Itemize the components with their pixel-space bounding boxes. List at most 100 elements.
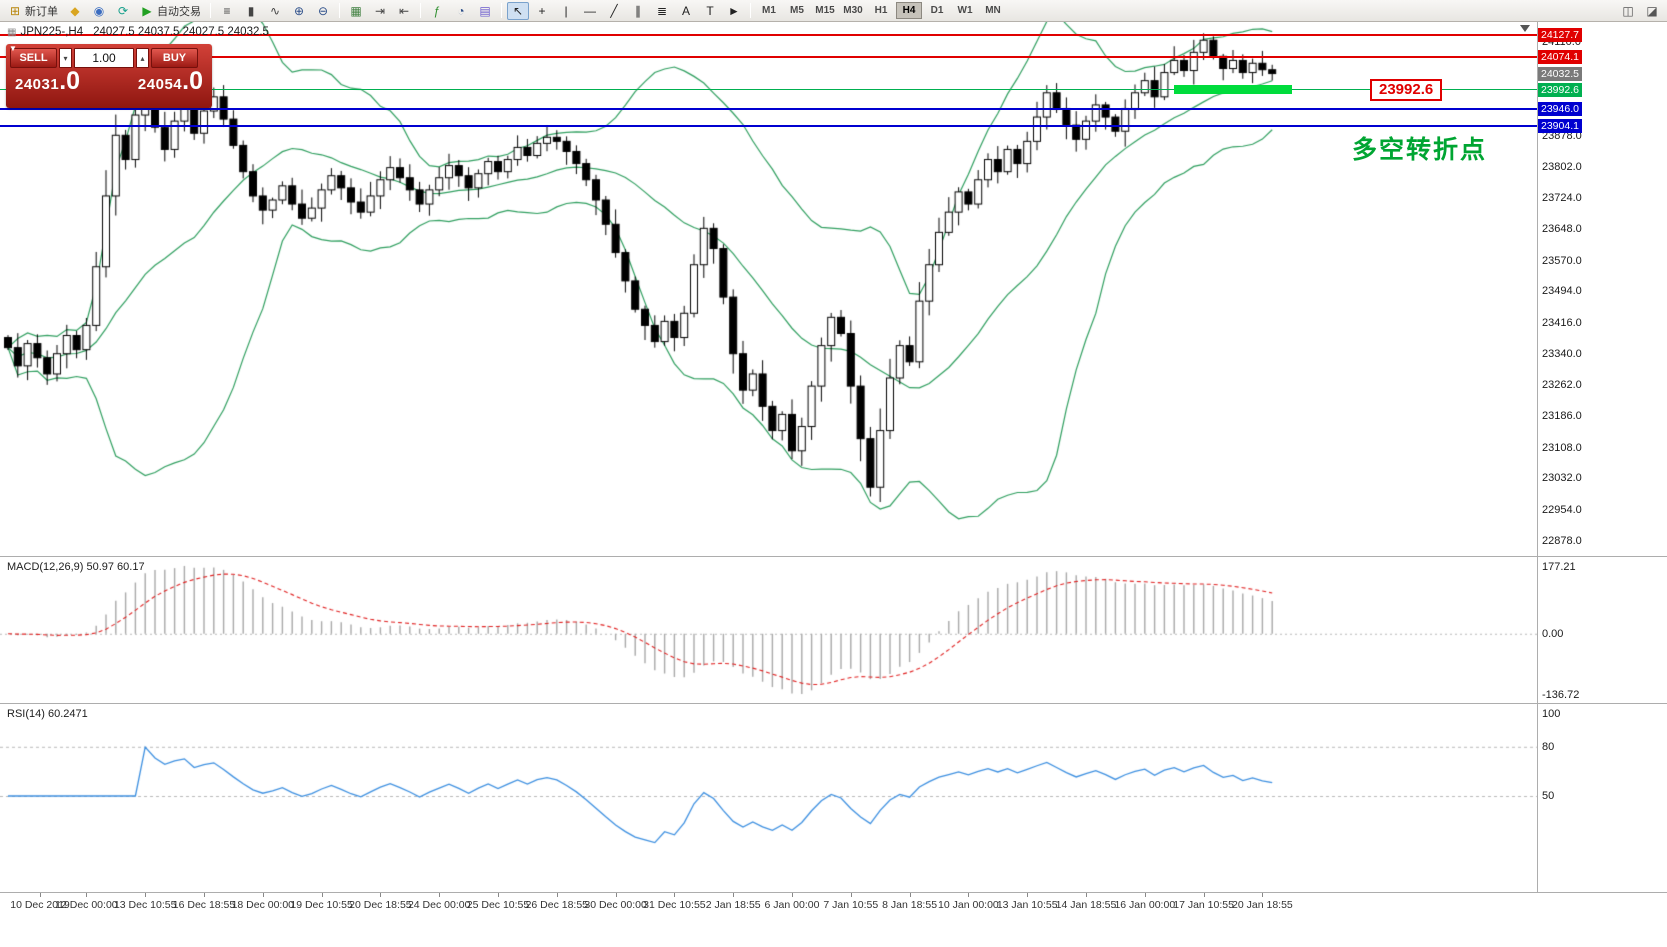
arrow-tools-icon[interactable]: ► <box>723 2 745 20</box>
zoom-in-icon-glyph: ⊕ <box>293 3 305 18</box>
volume-input[interactable] <box>74 48 134 68</box>
timeframe-w1-button[interactable]: W1 <box>957 5 973 16</box>
timeframe-d1-button[interactable]: D1 <box>930 5 944 16</box>
toolbar-separator <box>750 3 751 18</box>
chart-candles-icon-glyph: ▮ <box>247 3 255 18</box>
dock-icon[interactable]: ◫ <box>1617 2 1639 20</box>
pivot-line[interactable] <box>0 89 1537 91</box>
period-icon[interactable]: ◔ <box>450 2 472 20</box>
text-icon[interactable]: A <box>675 2 697 20</box>
chart-candles-icon[interactable]: ▮ <box>240 2 262 20</box>
zoom-out-icon-glyph: ⊖ <box>317 3 329 18</box>
time-axis-label: 20 Jan 18:55 <box>1232 899 1293 911</box>
vertical-line-icon[interactable]: | <box>555 2 577 20</box>
pivot-price-callout[interactable]: 23992.6 <box>1370 79 1443 101</box>
metaquotes-icon[interactable]: ◆ <box>64 2 86 20</box>
layout-icon[interactable]: ◪ <box>1641 2 1663 20</box>
new-order-button-label: 新订单 <box>25 5 58 18</box>
time-axis-label: 19 Dec 10:55 <box>290 899 353 911</box>
time-axis-label: 25 Dec 10:55 <box>466 899 530 911</box>
chart-shift-marker-icon[interactable] <box>1520 25 1530 32</box>
crosshair-icon-glyph: + <box>538 3 546 18</box>
refresh-icon[interactable]: ⟳ <box>112 2 134 20</box>
zoom-out-icon[interactable]: ⊖ <box>312 2 334 20</box>
tile-windows-icon[interactable]: ▦ <box>345 2 367 20</box>
price-axis-tag: 24127.7 <box>1538 28 1582 43</box>
buy-button[interactable]: BUY <box>151 48 198 68</box>
price-axis-tick: 23494.0 <box>1542 285 1582 298</box>
text-label-icon[interactable]: T <box>699 2 721 20</box>
macd-axis-label: 177.21 <box>1542 561 1576 573</box>
price-chart-canvas[interactable] <box>0 22 1537 556</box>
time-axis-label: 18 Dec 00:00 <box>231 899 295 911</box>
auto-scroll-icon[interactable]: ⇥ <box>369 2 391 20</box>
timeframe-m15-button[interactable]: M15 <box>815 5 835 16</box>
new-order-button[interactable]: ⊞ 新订单 <box>4 2 62 20</box>
timeframe-m5-button[interactable]: M5 <box>790 5 804 16</box>
price-axis-tick: 23108.0 <box>1542 441 1582 454</box>
price-axis-tick: 23878.0 <box>1542 130 1582 143</box>
toolbar-separator <box>210 3 211 18</box>
autotrade-button[interactable]: ▶ 自动交易 <box>136 2 205 20</box>
price-axis-tick: 23570.0 <box>1542 254 1582 267</box>
zoom-in-icon[interactable]: ⊕ <box>288 2 310 20</box>
chart-line-icon[interactable]: ∿ <box>264 2 286 20</box>
macd-canvas[interactable] <box>0 557 1537 703</box>
macd-axis-label: -136.72 <box>1542 689 1580 701</box>
trendline-icon-glyph: ╱ <box>610 3 618 18</box>
timeframe-mn-button[interactable]: MN <box>985 5 1001 16</box>
time-axis-tick <box>1086 893 1087 897</box>
autotrade-button-label: 自动交易 <box>157 5 201 18</box>
time-axis-label: 16 Jan 00:00 <box>1114 899 1176 911</box>
cursor-icon[interactable]: ↖ <box>507 1 529 20</box>
profile-icon[interactable]: ◉ <box>88 2 110 20</box>
volume-down-button[interactable]: ▾ <box>59 48 72 68</box>
price-axis-tick: 23724.0 <box>1542 192 1582 205</box>
trendline-icon[interactable]: ╱ <box>603 2 625 20</box>
chart-bars-icon[interactable]: ≡ <box>216 2 238 20</box>
time-axis-tick <box>1203 893 1205 897</box>
resistance-line-1[interactable] <box>0 34 1537 37</box>
time-axis-separator <box>0 892 1667 893</box>
support-line-2[interactable] <box>0 124 1537 127</box>
timeframe-m30-button[interactable]: M30 <box>843 5 863 16</box>
resistance-line-2[interactable] <box>0 55 1537 58</box>
channel-icon[interactable]: ∥ <box>627 2 649 20</box>
templates-icon[interactable]: ▤ <box>474 2 496 20</box>
price-axis-tick: 23262.0 <box>1542 379 1582 392</box>
annotation-text[interactable]: 多空转折点 <box>1352 136 1488 164</box>
horizontal-line-icon-glyph: — <box>584 3 596 18</box>
pivot-highlight-segment[interactable] <box>1174 85 1292 95</box>
macd-panel-separator[interactable] <box>0 556 1667 557</box>
toolbar: ⊞ 新订单 ◆ ◉ ⟳ ▶ 自动交易 ≡ ▮ ∿ ⊕ ⊖ ▦ ⇥ ⇤ ƒ ◔ ▤ ↖ + | — ╱ ∥ ≣ A T ► M1 M5 M15… <box>0 0 1667 22</box>
price-axis-tick: 23648.0 <box>1542 223 1582 236</box>
refresh-icon-glyph: ⟳ <box>117 3 129 18</box>
horizontal-line-icon[interactable]: — <box>579 2 601 20</box>
timeframe-h4-button[interactable]: H4 <box>896 2 922 19</box>
layout-icon-glyph: ◪ <box>1646 3 1658 18</box>
timeframe-m1-button[interactable]: M1 <box>762 5 776 16</box>
indicators-icon[interactable]: ƒ <box>426 2 448 20</box>
time-axis-label: 2 Jan 18:55 <box>705 899 761 911</box>
trade-panel-collapse-icon[interactable]: ▼ <box>9 44 17 53</box>
sell-button[interactable]: SELL <box>10 48 57 68</box>
fibonacci-icon-glyph: ≣ <box>656 3 668 18</box>
buy-price: 24054.0 <box>137 67 203 95</box>
chart-shift-icon[interactable]: ⇤ <box>393 2 415 20</box>
time-axis-tick <box>1262 893 1264 897</box>
fibonacci-icon[interactable]: ≣ <box>651 2 673 20</box>
rsi-canvas[interactable] <box>0 704 1537 892</box>
rsi-panel-separator[interactable] <box>0 703 1667 704</box>
time-axis-tick <box>1144 893 1146 897</box>
support-line-1[interactable] <box>0 107 1537 110</box>
time-axis-tick <box>498 893 499 897</box>
price-axis-tag: 23904.1 <box>1538 118 1582 133</box>
chart-shift-icon-glyph: ⇤ <box>398 3 410 18</box>
text-label-icon-glyph: T <box>706 3 714 18</box>
time-axis-tick <box>674 893 676 897</box>
crosshair-icon[interactable]: + <box>531 2 553 20</box>
price-axis-tag: 24074.1 <box>1538 49 1582 64</box>
volume-up-button[interactable]: ▴ <box>136 48 149 68</box>
timeframe-h1-button[interactable]: H1 <box>874 5 888 16</box>
price-axis-tick: 22954.0 <box>1542 503 1582 516</box>
